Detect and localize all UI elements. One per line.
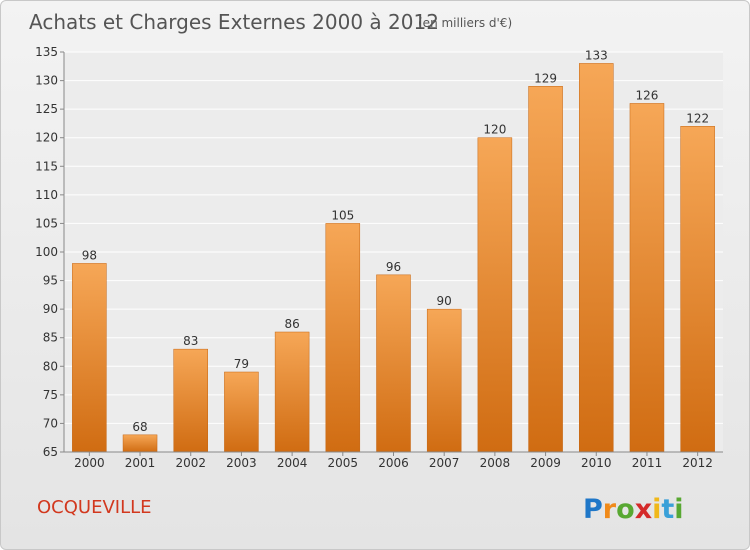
data-label-2012: 122: [686, 111, 709, 125]
bar-2011: [629, 103, 665, 453]
y-tick-label: 65: [43, 445, 58, 459]
logo-letter: x: [635, 494, 652, 525]
data-label-2008: 120: [483, 123, 506, 137]
x-tick-label-2006: 2006: [378, 456, 409, 470]
proxiti-logo: Proxiti: [583, 494, 684, 525]
logo-letter: t: [661, 494, 674, 525]
x-tick-label-2005: 2005: [328, 456, 359, 470]
data-label-2006: 96: [386, 260, 401, 274]
y-tick-label: 70: [43, 416, 58, 430]
chart-title: Achats et Charges Externes 2000 à 2012: [29, 10, 439, 34]
data-label-2010: 133: [585, 48, 608, 62]
bar-2000: [72, 263, 107, 453]
logo-letter: o: [616, 494, 635, 525]
logo-letter: i: [674, 494, 683, 525]
bar-2004: [274, 331, 310, 453]
x-tick-label-2008: 2008: [480, 456, 511, 470]
data-label-2011: 126: [636, 88, 659, 102]
logo-letter: P: [583, 494, 603, 525]
y-tick-label: 105: [35, 216, 58, 230]
data-label-2003: 79: [234, 357, 249, 371]
bar-2006: [376, 274, 411, 453]
bar-2001: [122, 434, 158, 453]
y-tick-label: 120: [35, 131, 58, 145]
tick-labels: 65 70 75 80 85 90 95 100 105 110 115 120 125 130 135 20…: [35, 45, 713, 470]
data-label-2002: 83: [183, 334, 198, 348]
logo-letter: i: [652, 494, 661, 525]
y-tick-label: 135: [35, 45, 58, 59]
x-tick-label-2010: 2010: [581, 456, 612, 470]
axes: [60, 51, 723, 456]
x-tick-label-2012: 2012: [682, 456, 713, 470]
commune-name: OCQUEVILLE: [37, 497, 152, 518]
bar-2002: [173, 348, 208, 453]
bar-2012: [680, 126, 715, 453]
y-tick-label: 95: [43, 274, 58, 288]
x-tick-label-2009: 2009: [530, 456, 561, 470]
y-tick-label: 100: [35, 245, 58, 259]
data-label-2007: 90: [437, 294, 452, 308]
x-tick-label-2000: 2000: [74, 456, 105, 470]
bars: [72, 63, 715, 453]
y-tick-label: 125: [35, 102, 58, 116]
y-tick-label: 130: [35, 74, 58, 88]
y-tick-label: 80: [43, 359, 58, 373]
data-label-2004: 86: [284, 317, 299, 331]
x-tick-label-2004: 2004: [277, 456, 308, 470]
y-tick-label: 90: [43, 302, 58, 316]
x-tick-label-2001: 2001: [125, 456, 156, 470]
data-label-2009: 129: [534, 71, 557, 85]
x-tick-label-2007: 2007: [429, 456, 460, 470]
bar-2005: [325, 223, 361, 453]
y-tick-label: 115: [35, 159, 58, 173]
data-label-2000: 98: [82, 248, 97, 262]
chart-subtitle: (en milliers d'€): [418, 16, 512, 30]
data-labels: 98 68 83 79 86 105 96 90 120 129 133 126 122: [82, 48, 709, 433]
x-tick-label-2003: 2003: [226, 456, 257, 470]
bar-2010: [579, 63, 614, 453]
data-label-2005: 105: [331, 208, 354, 222]
bar-2009: [528, 86, 563, 453]
data-label-2001: 68: [132, 420, 147, 434]
y-tick-label: 85: [43, 331, 58, 345]
bar-2003: [224, 371, 259, 453]
bar-2008: [477, 137, 513, 453]
x-tick-label-2002: 2002: [175, 456, 206, 470]
bar-2007: [426, 308, 462, 453]
logo-letter: r: [603, 494, 617, 525]
y-tick-label: 110: [35, 188, 58, 202]
y-tick-label: 75: [43, 388, 58, 402]
x-tick-label-2011: 2011: [632, 456, 663, 470]
